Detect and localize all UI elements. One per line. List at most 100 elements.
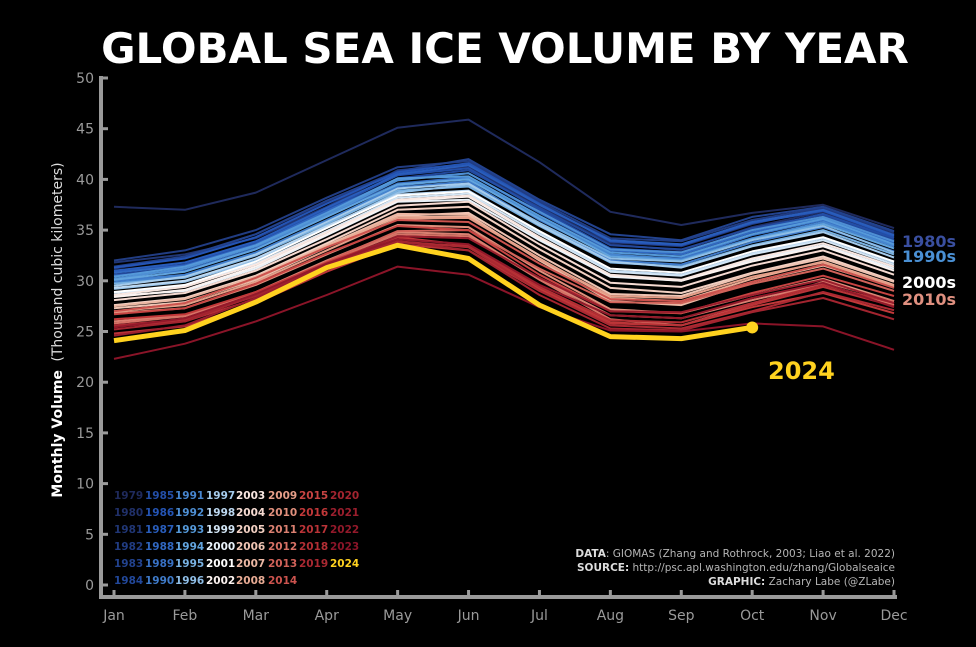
series-line-2023 [113, 265, 895, 360]
y-tick-label: 5 [85, 527, 94, 543]
legend-entry-2013: 2013 [268, 558, 297, 570]
y-tick-label: 15 [76, 426, 94, 442]
legend-entry-1984: 1984 [114, 575, 143, 587]
legend-entry-2007: 2007 [236, 558, 265, 570]
series-line-1994 [113, 178, 895, 281]
credits: DATA: GIOMAS (Zhang and Rothrock, 2003; … [575, 548, 895, 588]
legend-entry-2011: 2011 [268, 524, 297, 536]
series-line-2020 [113, 240, 895, 332]
series-line-2003 [113, 194, 895, 296]
x-tick-label: Jun [457, 608, 480, 624]
legend-entry-1988: 1988 [145, 541, 174, 553]
series-line-2024 [113, 242, 753, 344]
legend-entry-1979: 1979 [114, 490, 143, 502]
legend-entry-2020: 2020 [330, 490, 359, 502]
x-tick-label: Dec [880, 608, 907, 624]
series-line-2015 [113, 225, 895, 316]
series-line-2000 [113, 198, 895, 297]
credit-source: SOURCE: http://psc.apl.washington.edu/zh… [577, 562, 895, 574]
credit-graphic: GRAPHIC: Zachary Labe (@ZLabe) [708, 576, 895, 588]
decade-label-1990s: 1990s [902, 247, 956, 266]
series-lines [113, 118, 895, 360]
legend-entry-1997: 1997 [206, 490, 235, 502]
decade-label-2000s: 2000s [902, 273, 956, 292]
series-line-1997 [113, 182, 895, 287]
legend-entry-1998: 1998 [206, 507, 235, 519]
y-tick-label: 10 [76, 477, 94, 493]
legend-entry-1986: 1986 [145, 507, 174, 519]
y-tick-label: 40 [76, 172, 94, 188]
legend-entry-2006: 2006 [236, 541, 265, 553]
legend-entry-2014: 2014 [268, 575, 297, 587]
x-tick-label: Aug [597, 608, 624, 624]
y-tick-label: 25 [76, 325, 94, 341]
x-tick-label: Sep [668, 608, 695, 624]
legend-entry-2008: 2008 [236, 575, 265, 587]
x-tick-label: Nov [809, 608, 836, 624]
credit-data: DATA: GIOMAS (Zhang and Rothrock, 2003; … [575, 548, 895, 560]
highlight-year-label: 2024 [768, 357, 835, 385]
chart-title: GLOBAL SEA ICE VOLUME BY YEAR [101, 24, 909, 73]
x-tick-label: Oct [740, 608, 765, 624]
legend-entry-2023: 2023 [330, 541, 359, 553]
legend-entry-2024: 2024 [330, 558, 359, 570]
series-line-2014 [113, 219, 895, 313]
y-tick-label: 20 [76, 375, 94, 391]
y-tick-label: 50 [76, 71, 94, 87]
decade-label-1980s: 1980s [902, 232, 956, 251]
legend-entry-1991: 1991 [175, 490, 204, 502]
y-tick-label: 45 [76, 122, 94, 138]
legend-entry-1994: 1994 [175, 541, 204, 553]
legend-entry-2002: 2002 [206, 575, 235, 587]
legend-entry-1990: 1990 [145, 575, 174, 587]
legend-entry-1983: 1983 [114, 558, 143, 570]
legend-entry-1980: 1980 [114, 507, 143, 519]
legend-entry-1992: 1992 [175, 507, 204, 519]
legend-entry-1993: 1993 [175, 524, 204, 536]
legend-entry-2018: 2018 [299, 541, 328, 553]
series-line-2009 [113, 216, 895, 313]
legend-entry-1989: 1989 [145, 558, 174, 570]
legend-entry-2005: 2005 [236, 524, 265, 536]
series-line-1987 [113, 164, 895, 272]
legend-entry-2001: 2001 [206, 558, 235, 570]
legend-entry-2017: 2017 [299, 524, 328, 536]
series-line-2001 [113, 190, 895, 293]
y-tick-label: 30 [76, 274, 94, 290]
legend-entry-2021: 2021 [330, 507, 359, 519]
y-axis-label: Monthly Volume (Thousand cubic kilometer… [50, 162, 66, 497]
legend-entry-2012: 2012 [268, 541, 297, 553]
legend-entry-2015: 2015 [299, 490, 328, 502]
x-tick-label: Feb [173, 608, 198, 624]
legend-entry-2000: 2000 [206, 541, 235, 553]
axes: 0 5 10 15 20 25 30 35 40 45 50 Jan Feb Mar Apr May Jun Ju… [76, 71, 907, 624]
legend-entry-1999: 1999 [206, 524, 235, 536]
series-line-2004 [113, 200, 895, 302]
x-tick-label: Mar [243, 608, 270, 624]
year-legend: 1979 1980 1981 1982 1983 1984 1985 1986 1987 1988… [114, 490, 359, 587]
x-tick-label: Jul [530, 608, 548, 624]
legend-entry-1995: 1995 [175, 558, 204, 570]
legend-entry-2009: 2009 [268, 490, 297, 502]
y-axis-label-bold: Monthly Volume [50, 370, 66, 498]
y-axis-label-units: (Thousand cubic kilometers) [50, 162, 66, 361]
legend-entry-1987: 1987 [145, 524, 174, 536]
x-tick-label: May [383, 608, 412, 624]
legend-entry-2019: 2019 [299, 558, 328, 570]
series-line-1983 [113, 158, 895, 268]
legend-entry-2003: 2003 [236, 490, 265, 502]
legend-entry-1996: 1996 [175, 575, 204, 587]
series-line-1979 [113, 118, 895, 230]
legend-entry-2016: 2016 [299, 507, 328, 519]
y-tick-label: 35 [76, 223, 94, 239]
series-line-1982 [113, 160, 895, 262]
y-tick-label: 0 [85, 578, 94, 594]
legend-entry-2022: 2022 [330, 524, 359, 536]
series-line-2022 [113, 238, 895, 329]
highlight-endpoint [746, 321, 759, 334]
legend-entry-1981: 1981 [114, 524, 143, 536]
x-tick-label: Apr [315, 608, 339, 624]
series-line-2021 [113, 235, 895, 337]
